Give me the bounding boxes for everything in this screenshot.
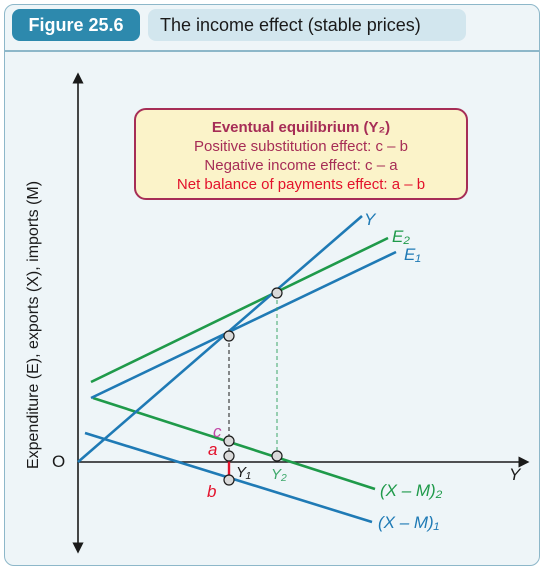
- equilibrium-callout: Eventual equilibrium (Y₂) Positive subst…: [134, 108, 468, 200]
- point-b-label: b: [207, 482, 217, 501]
- e2-label: E₂: [392, 227, 410, 246]
- callout-net-effect: Net balance of payments effect: a – b: [176, 176, 426, 193]
- callout-title: Eventual equilibrium (Y₂): [211, 119, 391, 136]
- point-c: [223, 435, 235, 447]
- e1-equilibrium-point: [223, 330, 235, 342]
- y-axis-label: Expenditure (E), exports (X), imports (M…: [25, 180, 42, 470]
- point-a-label: a: [208, 440, 218, 459]
- y2-label: Y₂: [271, 466, 287, 483]
- point-a: [223, 450, 235, 462]
- callout-substitution-effect: Positive substitution effect: c – b: [193, 138, 408, 155]
- y1-label: Y₁: [236, 464, 251, 481]
- e1-label: E₁: [404, 245, 421, 264]
- point-c-label: c: [213, 422, 222, 441]
- point-b: [223, 474, 235, 486]
- e2-line: [90, 236, 389, 384]
- title-divider: [4, 50, 540, 52]
- figure-number: Figure 25.6: [12, 9, 140, 41]
- figure-title: The income effect (stable prices): [148, 9, 466, 41]
- income-line-label: Y: [364, 210, 376, 229]
- origin-label: O: [52, 452, 66, 471]
- callout-income-effect: Negative income effect: c – a: [204, 157, 398, 174]
- y2-axis-point: [271, 450, 283, 462]
- xm2-label: (X – M)₂: [380, 481, 443, 500]
- x-axis-label: Y: [509, 465, 521, 484]
- income-line: [77, 215, 363, 463]
- e1-line: [90, 250, 397, 400]
- xm1-label: (X – M)₁: [378, 513, 440, 532]
- figure-panel: [4, 4, 540, 566]
- e2-equilibrium-point: [271, 287, 283, 299]
